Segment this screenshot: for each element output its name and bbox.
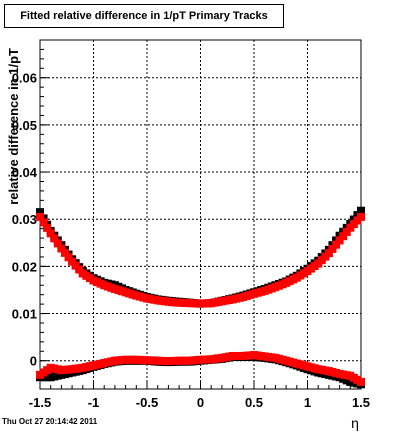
x-tick-label: -1 — [88, 395, 100, 410]
data-point — [64, 253, 73, 262]
data-point — [332, 240, 341, 249]
data-point — [60, 248, 69, 257]
data-point — [357, 377, 365, 386]
x-tick-label: -0.5 — [136, 395, 158, 410]
data-point — [36, 212, 44, 221]
x-tick-label: 1.5 — [352, 395, 370, 410]
timestamp: Thu Oct 27 20:14:42 2011 — [2, 417, 98, 426]
x-tick-label: -1.5 — [29, 395, 51, 410]
data-point — [357, 206, 365, 215]
data-point — [53, 239, 62, 248]
data-point — [46, 229, 55, 238]
x-tick-label: 0 — [197, 395, 204, 410]
data-point — [36, 208, 44, 217]
series-3 — [36, 351, 365, 386]
y-tick-label: 0.01 — [12, 307, 37, 322]
data-point — [342, 227, 351, 236]
x-tick-label: 1 — [304, 395, 311, 410]
data-point — [50, 234, 59, 243]
y-tick-label: 0.04 — [12, 165, 38, 180]
data-point — [339, 232, 348, 241]
data-point — [39, 218, 48, 227]
chart-title: Fitted relative difference in 1/pT Prima… — [4, 4, 284, 28]
data-point — [335, 236, 344, 245]
y-tick-label: 0 — [30, 354, 37, 369]
x-tick-label: 0.5 — [245, 395, 263, 410]
tick-labels: -1.5 -1 -0.5 0 0.5 1 1.5 0 0.01 0.02 0.03 0.04 0.05 0… — [12, 71, 370, 410]
y-tick-label: 0.03 — [12, 212, 37, 227]
series-1 — [36, 212, 365, 308]
y-tick-label: 0.05 — [12, 118, 37, 133]
grid — [39, 40, 362, 389]
data-point — [324, 249, 333, 258]
y-tick-label: 0.02 — [12, 259, 37, 274]
data-point — [57, 244, 66, 253]
data-points — [36, 206, 365, 389]
y-tick-label: 0.06 — [12, 71, 37, 86]
data-point — [328, 244, 337, 253]
data-point — [43, 223, 52, 232]
y-axis-label: relative difference in 1/pT — [6, 48, 21, 205]
x-axis-label: η — [351, 415, 359, 431]
data-point — [357, 212, 365, 221]
axis-ticks — [39, 48, 362, 390]
